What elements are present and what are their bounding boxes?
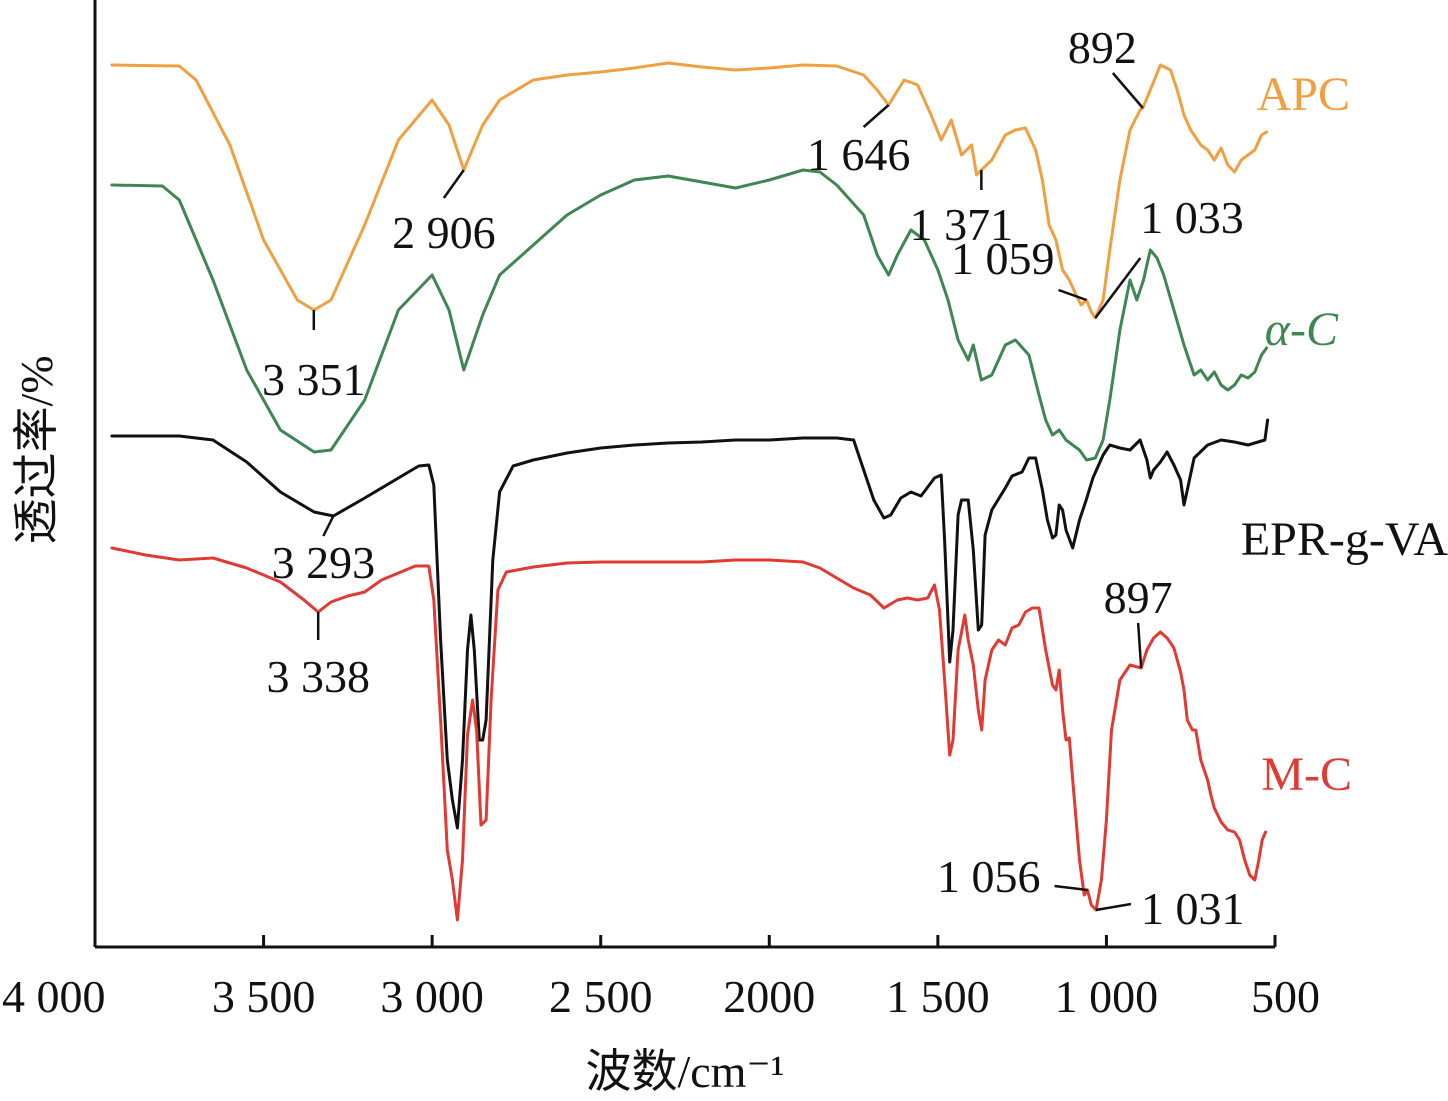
x-tick-label: 500 [1251, 971, 1320, 1022]
peak-label: 3 351 [262, 354, 366, 405]
annotation-leader [1094, 257, 1142, 319]
annotation-leader [1095, 902, 1132, 912]
peak-label: 1 371 [910, 199, 1014, 250]
series-label-epr-g-va: EPR-g-VA [1241, 513, 1448, 566]
y-axis-title: 透过率/% [11, 355, 62, 544]
x-tick-label: 1 000 [1055, 971, 1159, 1022]
annotation-leader [1136, 622, 1143, 669]
x-ticks: 4 000 3 500 3 000 2 500 2000 1 500 1 000 500 [2, 935, 1320, 1022]
peak-label: 1 646 [807, 129, 911, 180]
x-tick-label: 3 500 [212, 971, 316, 1022]
peak-label: 1 059 [951, 233, 1055, 284]
series-label-m-c: M-C [1261, 748, 1352, 801]
annotation-leader [862, 104, 890, 128]
annotation-leader [1058, 288, 1087, 302]
series-label--c: α-C [1265, 303, 1339, 356]
annotation-leader [1111, 72, 1144, 109]
x-axis-title: 波数/cm⁻¹ [585, 1046, 784, 1097]
axes [93, 0, 1275, 949]
annotation-leader [322, 515, 335, 537]
peak-label: 2 906 [392, 207, 496, 258]
peak-label: 1 033 [1140, 192, 1244, 243]
series-line-m-c [110, 546, 1268, 922]
series-labels: APC α-C EPR-g-VA M-C [1241, 68, 1448, 801]
series-label-apc: APC [1257, 68, 1350, 121]
peak-label: 1 031 [1141, 883, 1245, 934]
spectra-traces [110, 61, 1270, 922]
peak-label: 1 056 [937, 851, 1041, 902]
x-tick-label: 1 500 [886, 971, 990, 1022]
peak-label: 897 [1104, 572, 1173, 623]
x-tick-label: 3 000 [380, 971, 484, 1022]
annotation-leader [1054, 884, 1088, 892]
series-line--c [110, 168, 1269, 462]
annotation-leader [442, 169, 465, 199]
peak-label: 3 338 [266, 651, 370, 702]
series-line-apc [110, 61, 1269, 320]
peak-label: 3 293 [272, 537, 376, 588]
x-tick-label: 4 000 [2, 971, 106, 1022]
series-line-epr-g-va [110, 418, 1270, 830]
peak-label: 892 [1068, 22, 1137, 73]
x-tick-label: 2000 [723, 971, 815, 1022]
x-tick-label: 2 500 [549, 971, 653, 1022]
